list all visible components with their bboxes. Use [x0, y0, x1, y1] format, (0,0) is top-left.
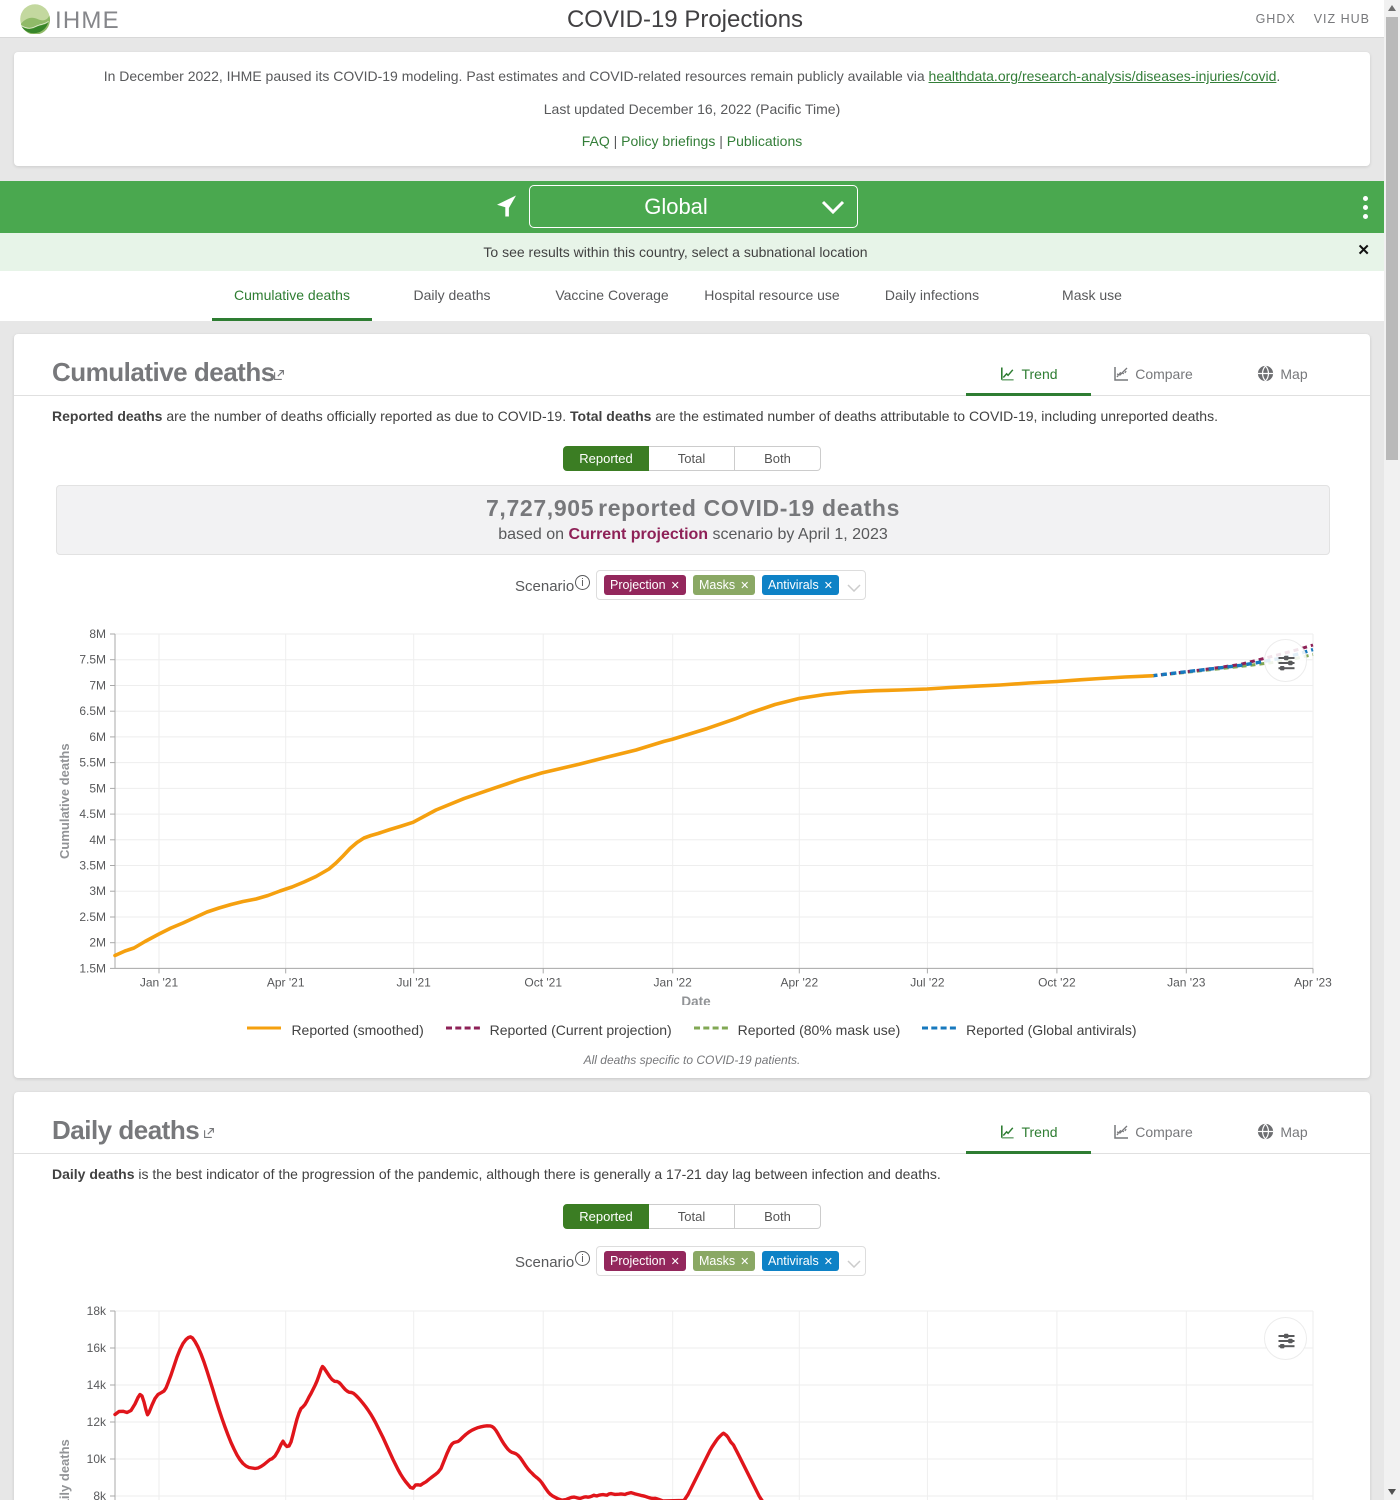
svg-text:8k: 8k: [93, 1489, 107, 1500]
svg-text:6.5M: 6.5M: [79, 704, 106, 718]
svg-text:Jul '22: Jul '22: [910, 975, 945, 989]
svg-text:8M: 8M: [89, 627, 106, 641]
svg-text:14k: 14k: [87, 1378, 107, 1392]
svg-text:3M: 3M: [89, 884, 106, 898]
svg-text:Jul '21: Jul '21: [397, 975, 432, 989]
svg-text:7M: 7M: [89, 679, 106, 693]
svg-text:18k: 18k: [87, 1304, 107, 1318]
svg-text:12k: 12k: [87, 1415, 107, 1429]
svg-text:2M: 2M: [89, 936, 106, 950]
svg-text:Oct '22: Oct '22: [1038, 975, 1076, 989]
svg-text:Apr '23: Apr '23: [1294, 975, 1332, 989]
svg-text:2.5M: 2.5M: [79, 910, 106, 924]
svg-text:Daily deaths: Daily deaths: [57, 1439, 72, 1500]
svg-text:5M: 5M: [89, 781, 106, 795]
svg-text:10k: 10k: [87, 1452, 107, 1466]
svg-text:Cumulative deaths: Cumulative deaths: [57, 743, 72, 859]
svg-text:Jan '21: Jan '21: [140, 975, 179, 989]
svg-text:16k: 16k: [87, 1341, 107, 1355]
svg-text:4.5M: 4.5M: [79, 807, 106, 821]
svg-text:6M: 6M: [89, 730, 106, 744]
svg-text:Jan '23: Jan '23: [1167, 975, 1206, 989]
svg-text:Apr '22: Apr '22: [780, 975, 818, 989]
svg-text:Oct '21: Oct '21: [524, 975, 562, 989]
svg-text:1.5M: 1.5M: [79, 961, 106, 975]
svg-text:Date: Date: [681, 994, 711, 1005]
svg-text:Jan '22: Jan '22: [654, 975, 693, 989]
svg-text:3.5M: 3.5M: [79, 859, 106, 873]
svg-text:5.5M: 5.5M: [79, 756, 106, 770]
svg-text:4M: 4M: [89, 833, 106, 847]
svg-text:Apr '21: Apr '21: [267, 975, 305, 989]
svg-text:7.5M: 7.5M: [79, 653, 106, 667]
